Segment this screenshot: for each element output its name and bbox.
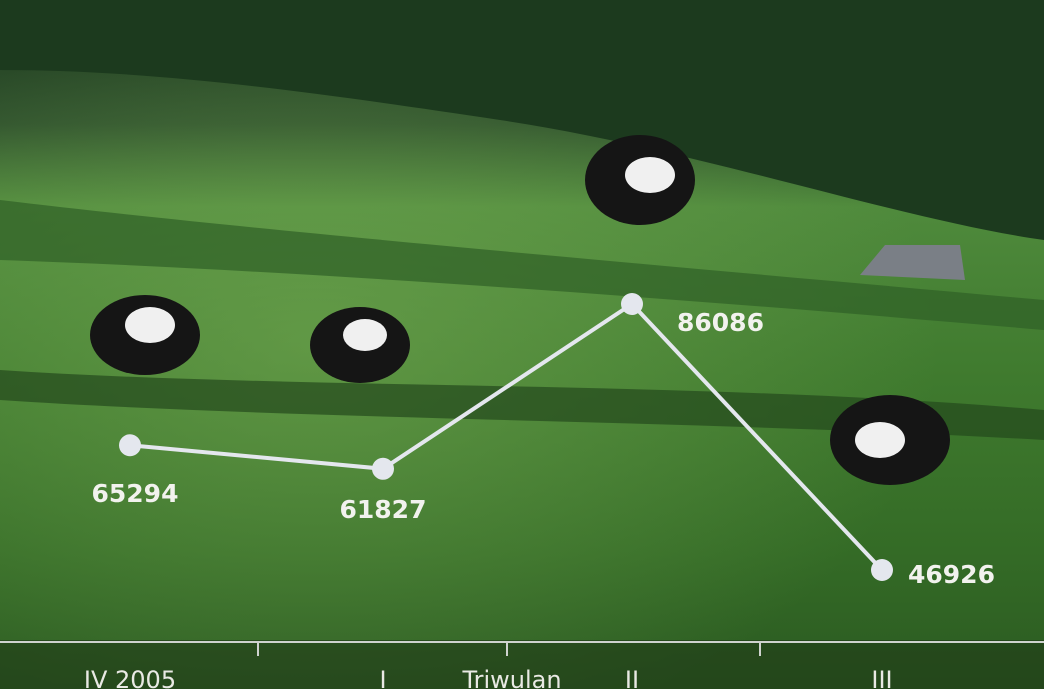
x-tick-label: I bbox=[379, 666, 386, 689]
data-point bbox=[119, 434, 141, 457]
x-tick-label: IV 2005 bbox=[84, 666, 176, 689]
data-point bbox=[871, 559, 893, 581]
data-label: 65294 bbox=[92, 479, 179, 508]
data-line bbox=[129, 301, 884, 572]
x-tick-label: II bbox=[625, 666, 639, 689]
x-tick-label: III bbox=[871, 666, 892, 689]
x-axis-label: Triwulan bbox=[461, 666, 561, 689]
data-point bbox=[372, 457, 394, 480]
data-label: 46926 bbox=[908, 560, 995, 589]
data-point bbox=[621, 293, 643, 315]
data-label: 86086 bbox=[677, 308, 764, 337]
cow-decoration bbox=[90, 135, 950, 485]
data-label: 61827 bbox=[340, 495, 427, 524]
